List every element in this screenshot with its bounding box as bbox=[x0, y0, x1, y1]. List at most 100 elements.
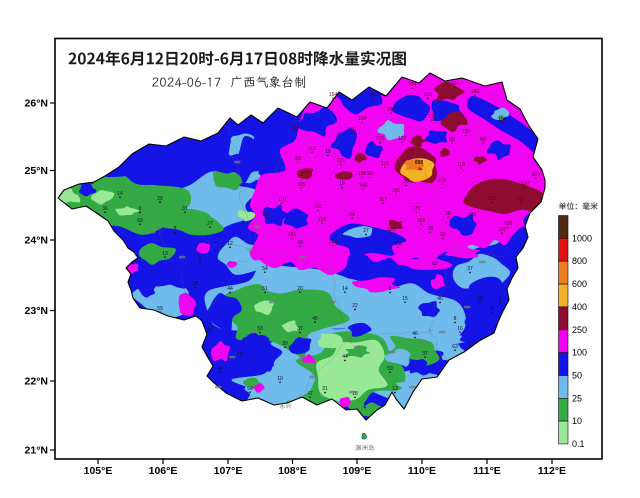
svg-text:37: 37 bbox=[467, 266, 473, 272]
svg-text:8: 8 bbox=[174, 226, 177, 232]
svg-text:18: 18 bbox=[352, 391, 358, 397]
svg-text:21: 21 bbox=[322, 386, 328, 392]
svg-text:151: 151 bbox=[392, 188, 401, 194]
svg-text:144: 144 bbox=[451, 81, 460, 87]
svg-text:101: 101 bbox=[376, 136, 385, 142]
svg-text:12: 12 bbox=[227, 241, 233, 247]
svg-text:83: 83 bbox=[440, 232, 446, 238]
svg-text:31: 31 bbox=[489, 306, 495, 312]
svg-text:31: 31 bbox=[182, 206, 188, 212]
svg-text:12: 12 bbox=[207, 326, 213, 332]
svg-text:188: 188 bbox=[417, 218, 426, 224]
svg-text:93: 93 bbox=[295, 156, 301, 162]
svg-text:110°E: 110°E bbox=[408, 465, 436, 477]
svg-text:37: 37 bbox=[297, 326, 303, 332]
svg-text:62: 62 bbox=[432, 261, 438, 267]
svg-text:8: 8 bbox=[454, 316, 457, 322]
svg-text:30: 30 bbox=[282, 341, 288, 347]
svg-text:140: 140 bbox=[359, 183, 368, 189]
svg-text:184: 184 bbox=[368, 92, 377, 98]
svg-text:37: 37 bbox=[422, 351, 428, 357]
svg-text:107°E: 107°E bbox=[214, 465, 243, 477]
svg-text:144: 144 bbox=[387, 107, 396, 113]
svg-text:104: 104 bbox=[408, 82, 417, 88]
svg-text:112: 112 bbox=[308, 146, 316, 152]
svg-text:111°E: 111°E bbox=[473, 465, 501, 477]
svg-text:26°N: 26°N bbox=[25, 98, 48, 110]
svg-text:129: 129 bbox=[521, 181, 530, 187]
svg-text:133: 133 bbox=[314, 204, 323, 210]
svg-text:112°E: 112°E bbox=[538, 465, 566, 477]
svg-text:21°N: 21°N bbox=[25, 445, 48, 457]
svg-text:44: 44 bbox=[227, 286, 233, 292]
svg-text:105: 105 bbox=[297, 182, 306, 188]
svg-text:23°N: 23°N bbox=[25, 305, 48, 317]
svg-text:250: 250 bbox=[572, 325, 587, 335]
svg-text:4: 4 bbox=[364, 401, 367, 407]
svg-text:16: 16 bbox=[339, 181, 345, 187]
svg-text:113: 113 bbox=[424, 92, 432, 98]
svg-text:54: 54 bbox=[262, 266, 268, 272]
svg-text:63: 63 bbox=[452, 344, 458, 350]
svg-text:15: 15 bbox=[325, 149, 331, 155]
svg-text:600: 600 bbox=[572, 279, 587, 289]
svg-text:400: 400 bbox=[572, 302, 587, 312]
svg-text:46: 46 bbox=[412, 331, 418, 337]
svg-text:160: 160 bbox=[348, 127, 357, 133]
svg-text:9: 9 bbox=[389, 286, 392, 292]
svg-text:6: 6 bbox=[139, 206, 142, 212]
svg-text:186: 186 bbox=[428, 114, 437, 120]
svg-text:10: 10 bbox=[277, 376, 283, 382]
svg-text:800: 800 bbox=[572, 256, 587, 266]
svg-text:105°E: 105°E bbox=[84, 465, 113, 477]
svg-text:125: 125 bbox=[504, 221, 513, 227]
svg-text:121: 121 bbox=[381, 161, 390, 167]
svg-text:14: 14 bbox=[342, 286, 348, 292]
svg-text:122: 122 bbox=[398, 136, 407, 142]
svg-text:138: 138 bbox=[358, 171, 367, 177]
svg-text:698: 698 bbox=[415, 160, 424, 166]
svg-text:186: 186 bbox=[468, 212, 477, 218]
svg-text:181: 181 bbox=[288, 232, 297, 238]
svg-text:182: 182 bbox=[471, 89, 480, 95]
svg-text:151: 151 bbox=[498, 117, 507, 123]
svg-text:45: 45 bbox=[312, 316, 318, 322]
svg-text:164: 164 bbox=[329, 92, 338, 98]
svg-text:118: 118 bbox=[394, 241, 402, 247]
svg-text:59: 59 bbox=[157, 306, 163, 312]
svg-text:20: 20 bbox=[297, 286, 303, 292]
svg-text:59: 59 bbox=[387, 366, 393, 372]
svg-text:25°N: 25°N bbox=[25, 165, 48, 177]
svg-text:15: 15 bbox=[402, 296, 408, 302]
svg-text:98: 98 bbox=[445, 211, 451, 217]
svg-text:106°E: 106°E bbox=[149, 465, 178, 477]
svg-text:54: 54 bbox=[247, 386, 253, 392]
svg-text:22: 22 bbox=[352, 303, 358, 309]
svg-text:115: 115 bbox=[387, 227, 395, 233]
svg-text:182: 182 bbox=[462, 129, 471, 135]
svg-text:179: 179 bbox=[412, 206, 421, 212]
svg-text:13: 13 bbox=[477, 296, 483, 302]
svg-text:47: 47 bbox=[307, 391, 313, 397]
svg-text:29: 29 bbox=[157, 196, 163, 202]
svg-text:0.1: 0.1 bbox=[572, 439, 585, 449]
svg-text:98: 98 bbox=[480, 137, 486, 143]
svg-text:80: 80 bbox=[449, 137, 455, 143]
svg-text:63: 63 bbox=[137, 218, 143, 224]
svg-text:34: 34 bbox=[217, 366, 223, 372]
svg-text:50: 50 bbox=[297, 240, 303, 246]
svg-text:110: 110 bbox=[457, 162, 465, 168]
svg-text:53: 53 bbox=[257, 326, 263, 332]
svg-text:6: 6 bbox=[199, 256, 202, 262]
svg-text:78: 78 bbox=[427, 226, 433, 232]
svg-text:25: 25 bbox=[572, 393, 582, 403]
svg-text:44: 44 bbox=[342, 354, 348, 360]
svg-text:28: 28 bbox=[192, 281, 198, 287]
svg-text:121: 121 bbox=[337, 158, 346, 164]
svg-text:51: 51 bbox=[262, 286, 268, 292]
svg-text:143: 143 bbox=[498, 227, 507, 233]
svg-text:158: 158 bbox=[358, 116, 367, 122]
svg-text:26: 26 bbox=[403, 179, 409, 185]
svg-text:9: 9 bbox=[499, 296, 502, 302]
svg-text:103: 103 bbox=[532, 172, 541, 178]
